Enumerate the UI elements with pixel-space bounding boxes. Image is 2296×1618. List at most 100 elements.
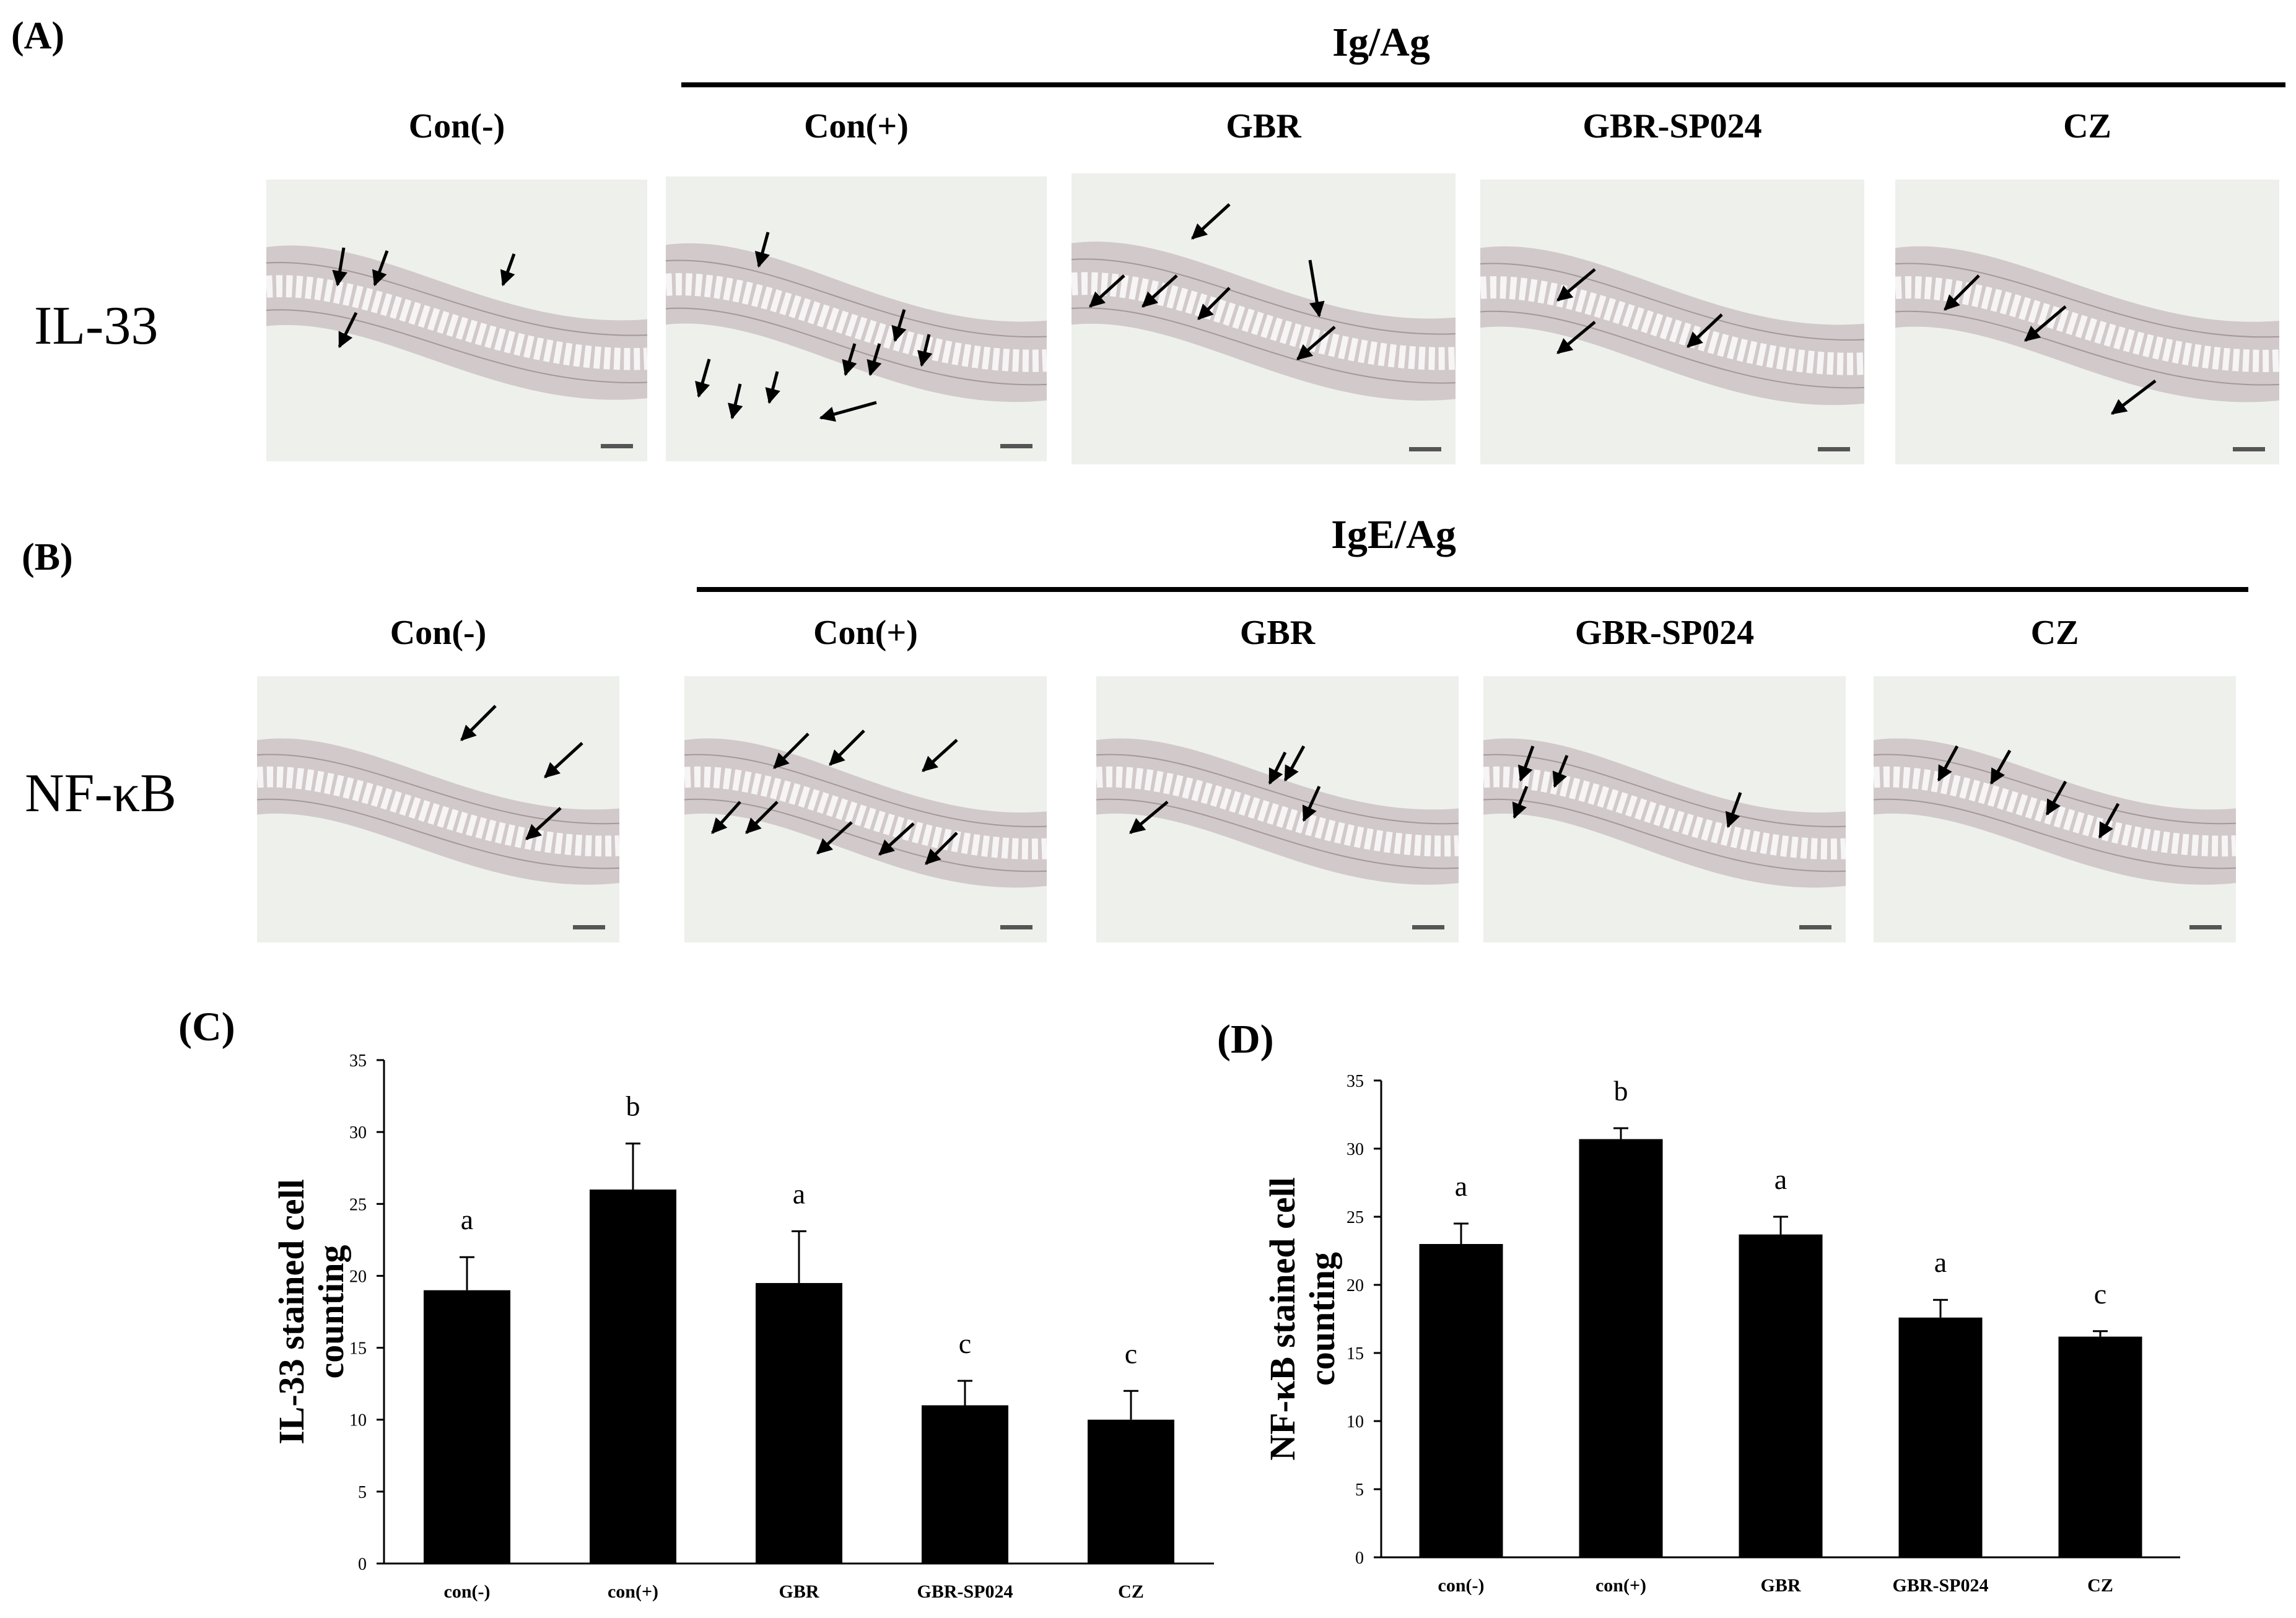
tissue-band xyxy=(666,243,1047,402)
panel-b-column-labels: Con(-) Con(+) GBR GBR-SP024 CZ xyxy=(390,614,2079,652)
cartilage-layer xyxy=(1479,276,1865,375)
arrow-marker xyxy=(819,401,877,422)
panel-a-column-label: GBR xyxy=(1226,107,1301,146)
y-tick-label: 10 xyxy=(349,1411,367,1430)
epidermis-line xyxy=(1096,754,1459,825)
x-tick-label: con(+) xyxy=(1595,1575,1646,1596)
panel-b-letter: (B) xyxy=(22,536,73,578)
arrow-marker xyxy=(842,343,857,376)
epidermis-line xyxy=(665,259,1047,338)
y-tick-label: 10 xyxy=(1347,1412,1364,1432)
arrow-marker xyxy=(2045,780,2067,816)
significance-label: c xyxy=(959,1328,971,1359)
cartilage-layer xyxy=(665,273,1047,372)
significance-label: a xyxy=(461,1204,473,1235)
arrow-marker xyxy=(338,311,358,349)
arrow-marker xyxy=(2024,305,2067,342)
panel-a-column-label: Con(+) xyxy=(804,107,909,146)
arrow-marker xyxy=(773,733,810,769)
arrow-marker xyxy=(1944,274,1980,311)
x-tick-label: GBR xyxy=(1760,1575,1801,1596)
arrow-marker xyxy=(544,742,583,778)
y-tick-label: 5 xyxy=(1355,1481,1364,1500)
panel-a-row-label: IL-33 xyxy=(34,296,158,356)
significance-label: a xyxy=(1774,1163,1787,1195)
scale-bar xyxy=(1818,447,1850,451)
chart-letter: (C) xyxy=(178,1004,235,1050)
epidermis-line xyxy=(256,754,620,825)
significance-label: c xyxy=(1125,1337,1137,1369)
arrow-marker xyxy=(2111,380,2157,415)
epidermis-line xyxy=(684,754,1047,827)
arrow-marker xyxy=(925,832,958,865)
arrow-marker xyxy=(1512,786,1529,819)
panel-b-column-label: GBR xyxy=(1240,614,1316,652)
arrow-marker xyxy=(1552,755,1569,788)
epidermis-line xyxy=(1873,754,2237,825)
arrow-marker xyxy=(866,343,882,376)
panel-a-column-label: GBR-SP024 xyxy=(1582,107,1761,146)
epidermis-line xyxy=(684,798,1047,872)
y-tick-label: 30 xyxy=(349,1123,367,1142)
scale-bar xyxy=(601,444,633,448)
epidermis-line xyxy=(1483,798,1846,872)
arrow-marker xyxy=(695,359,711,398)
y-axis-label: NF-κB stained cellcounting xyxy=(1262,1177,1342,1461)
bar xyxy=(1088,1419,1174,1564)
panel-a-column-labels: Con(-) Con(+) GBR GBR-SP024 CZ xyxy=(409,107,2111,146)
arrow-marker xyxy=(829,729,865,766)
panel-a-micrograph xyxy=(1070,173,1456,464)
significance-label: b xyxy=(626,1090,640,1122)
cartilage-layer xyxy=(683,766,1047,859)
x-tick-label: CZ xyxy=(2087,1575,2113,1596)
panel-b: (B) IgE/Ag NF-κB Con(-) Con(+) GBR GBR-SP02… xyxy=(22,512,2248,942)
panel-a-micrograph xyxy=(1894,180,2280,464)
bar xyxy=(756,1283,842,1564)
arrow-marker xyxy=(728,383,743,420)
y-tick-label: 20 xyxy=(1347,1276,1364,1295)
epidermis-line xyxy=(665,307,1047,386)
arrow-marker xyxy=(1302,785,1321,822)
arrow-marker xyxy=(1141,274,1178,308)
epidermis-line xyxy=(1071,258,1456,335)
panel-a: (A) Ig/Ag IL-33 Con(-) Con(+) GBR GBR-SP024… xyxy=(11,15,2285,464)
arrow-marker xyxy=(1268,751,1287,785)
scale-bar xyxy=(1000,444,1032,448)
arrow-marker xyxy=(922,739,958,772)
y-tick-label: 15 xyxy=(349,1339,367,1359)
panel-b-column-label: GBR-SP024 xyxy=(1575,614,1754,652)
arrow-marker xyxy=(1308,259,1325,318)
panel-b-group-label: IgE/Ag xyxy=(1331,512,1456,557)
arrow-marker xyxy=(711,801,741,834)
arrow-marker xyxy=(2098,802,2120,839)
arrow-marker xyxy=(1296,326,1336,360)
x-tick-label: con(-) xyxy=(444,1581,491,1602)
y-tick-label: 5 xyxy=(358,1483,367,1502)
panel-b-micrograph xyxy=(1482,676,1846,942)
panel-b-column-label: Con(+) xyxy=(813,614,918,652)
bar xyxy=(1419,1244,1503,1557)
scale-bar xyxy=(1799,925,1831,929)
epidermis-line xyxy=(1071,307,1456,384)
y-tick-label: 35 xyxy=(349,1051,367,1071)
panel-a-group-label: Ig/Ag xyxy=(1332,20,1430,65)
arrow-marker xyxy=(1129,801,1169,834)
cartilage-layer xyxy=(1894,276,2280,372)
cartilage-layer xyxy=(1872,766,2237,857)
epidermis-line xyxy=(1895,310,2280,386)
cartilage-layer xyxy=(1482,766,1846,859)
tissue-band xyxy=(266,245,647,400)
y-axis-label: IL-33 stained cellcounting xyxy=(271,1179,351,1445)
significance-label: b xyxy=(1614,1075,1628,1107)
significance-label: c xyxy=(2094,1278,2106,1310)
arrow-marker xyxy=(917,334,933,367)
arrow-marker xyxy=(372,250,389,287)
arrow-marker xyxy=(1197,287,1231,320)
cartilage-layer xyxy=(256,766,620,857)
bar xyxy=(424,1290,510,1564)
arrow-marker xyxy=(332,247,348,287)
bar xyxy=(1739,1234,1823,1557)
arrow-marker xyxy=(460,705,497,741)
x-tick-label: con(-) xyxy=(1438,1575,1485,1596)
panel-b-column-label: CZ xyxy=(2031,614,2079,652)
